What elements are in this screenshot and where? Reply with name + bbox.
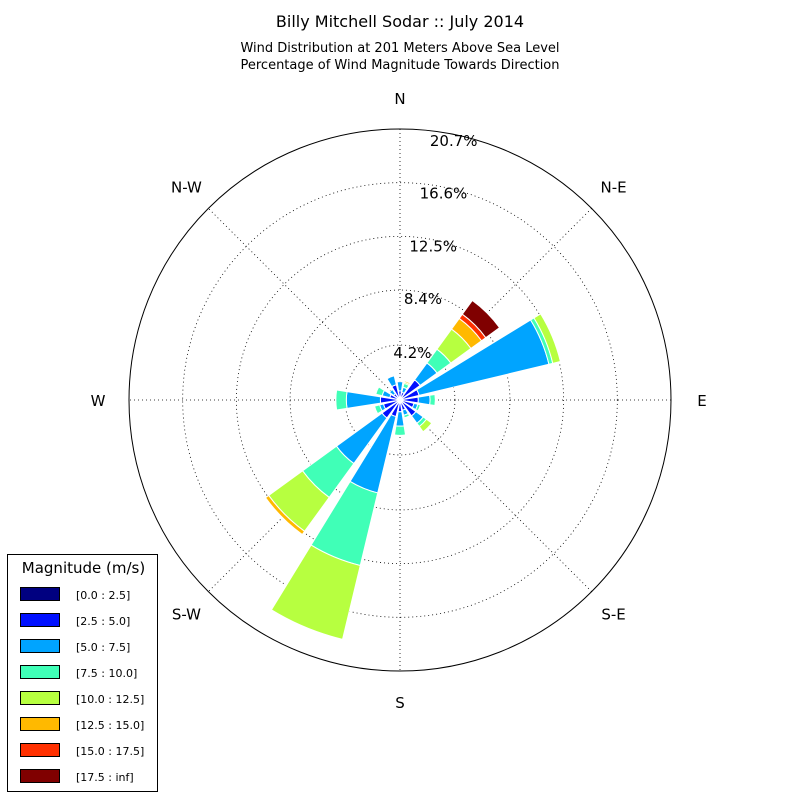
chart-subtitle-line-1: Wind Distribution at 201 Meters Above Se… [240, 41, 560, 56]
legend: Magnitude (m/s) [0.0 : 2.5] [2.5 : 5.0] [5… [7, 554, 158, 792]
rose-wedge [373, 404, 383, 415]
direction-label: E [697, 392, 706, 410]
legend-label: [2.5 : 5.0] [76, 615, 131, 628]
rose-wedge [461, 299, 501, 339]
chart-title: Billy Mitchell Sodar :: July 2014 [275, 12, 525, 31]
rose-wedge [396, 381, 404, 392]
rose-wedge [375, 386, 386, 397]
radial-tick-label: 8.4% [404, 290, 442, 308]
direction-label: N-E [600, 178, 626, 196]
legend-label: [17.5 : inf] [76, 771, 134, 784]
radial-tick-label: 20.7% [430, 132, 478, 150]
legend-label: [12.5 : 15.0] [76, 719, 145, 732]
rose-wedge [386, 375, 397, 388]
legend-swatch [20, 743, 60, 757]
grid-ring [235, 235, 565, 565]
legend-label: [5.0 : 7.5] [76, 641, 131, 654]
radial-tick-label: 4.2% [393, 344, 431, 362]
grid-ring [182, 182, 618, 618]
rose-wedge [270, 544, 361, 640]
legend-swatch [20, 717, 60, 731]
rose-wedge [403, 380, 411, 386]
rose-wedge [393, 425, 407, 436]
rose-wedge [335, 389, 348, 411]
legend-swatch [20, 587, 60, 601]
rose-wedge [388, 388, 397, 397]
rose-wedge [403, 412, 411, 419]
rose-wedge [414, 403, 421, 412]
direction-label: N-W [171, 178, 202, 196]
rose-wedge [533, 313, 562, 364]
legend-label: [7.5 : 10.0] [76, 667, 138, 680]
legend-swatch [20, 613, 60, 627]
direction-label: W [91, 392, 106, 410]
legend-swatch [20, 691, 60, 705]
rose-wedge [418, 418, 433, 433]
legend-label: [0.0 : 2.5] [76, 589, 131, 602]
rose-wedge [264, 494, 306, 536]
legend-label: [10.0 : 12.5] [76, 693, 145, 706]
radial-tick-label: 12.5% [409, 237, 457, 255]
direction-label: S-E [601, 606, 625, 624]
legend-label: [15.0 : 17.5] [76, 745, 145, 758]
legend-swatch [20, 639, 60, 653]
legend-swatch [20, 769, 60, 783]
direction-label: N [394, 90, 405, 108]
legend-title: Magnitude (m/s) [21, 559, 146, 577]
rose-wedge [429, 393, 436, 407]
direction-label: S [395, 694, 405, 712]
legend-swatch [20, 665, 60, 679]
rose-wedge [417, 394, 431, 406]
chart-subtitle-line-2: Percentage of Wind Magnitude Towards Dir… [240, 58, 560, 73]
direction-label: S-W [172, 606, 201, 624]
radial-tick-label: 16.6% [420, 185, 468, 203]
outer-ring [128, 128, 672, 672]
